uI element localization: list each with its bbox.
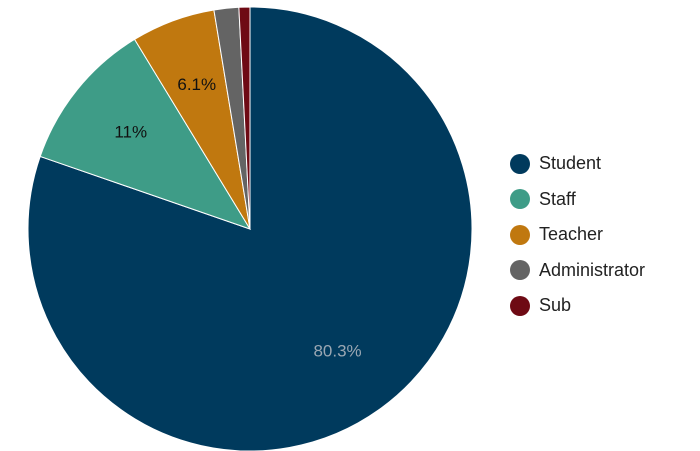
legend-item-staff: Staff [510, 182, 645, 218]
legend-swatch [510, 153, 530, 174]
legend-item-teacher: Teacher [510, 217, 645, 253]
legend-swatch [510, 189, 530, 210]
slice-label-teacher: 6.1% [177, 75, 216, 94]
legend-label: Administrator [539, 259, 646, 280]
pie-slice-sub [238, 6, 251, 230]
legend-label: Staff [539, 188, 576, 209]
legend-swatch [510, 224, 530, 245]
legend-swatch [510, 295, 530, 316]
slice-label-student: 80.3% [313, 341, 361, 360]
legend: Student Staff Teacher Administrator Sub [510, 146, 645, 324]
pie-slice-staff [39, 38, 252, 230]
legend-label: Student [539, 153, 602, 174]
legend-item-sub: Sub [510, 288, 645, 324]
pie-slice-student [27, 6, 473, 451]
legend-label: Sub [539, 295, 572, 316]
legend-label: Teacher [539, 224, 604, 245]
slice-label-staff: 11% [114, 122, 147, 141]
legend-item-administrator: Administrator [510, 253, 645, 289]
legend-swatch [510, 260, 530, 281]
legend-item-student: Student [510, 146, 645, 182]
